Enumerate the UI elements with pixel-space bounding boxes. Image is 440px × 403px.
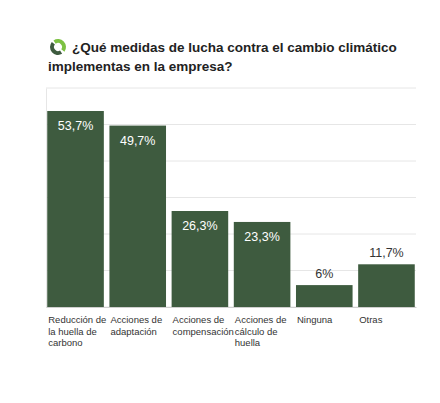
category-label: Reducción de la huella de carbono — [48, 314, 109, 348]
chart: ¿Qué medidas de lucha contra el cambio c… — [0, 0, 440, 403]
data-label: 23,3% — [244, 230, 279, 244]
title-icon — [50, 39, 66, 55]
data-label: 26,3% — [182, 219, 217, 233]
icon-part — [53, 39, 66, 52]
icon-part — [50, 42, 62, 55]
category-label: Otras — [359, 314, 382, 325]
category-label: Acciones de cálculo de huella — [235, 314, 289, 348]
x-axis-line — [47, 307, 417, 308]
title: ¿Qué medidas de lucha contra el cambio c… — [48, 40, 401, 74]
category-labels: Reducción de la huella de carbonoAccione… — [48, 314, 382, 348]
y-axis-line — [46, 89, 47, 308]
y-axis — [46, 89, 48, 308]
data-label: 11,7% — [369, 246, 404, 260]
x-axis — [47, 307, 417, 309]
data-label: 49,7% — [120, 134, 155, 148]
bars — [47, 111, 415, 307]
data-label: 53,7% — [58, 119, 93, 133]
category-label: Acciones de adaptación — [110, 314, 164, 337]
grid — [46, 88, 416, 307]
bar — [172, 211, 229, 307]
bar — [234, 222, 291, 307]
data-label: 6% — [315, 267, 333, 281]
category-label: Acciones de compensación — [173, 314, 234, 337]
bar — [358, 264, 415, 307]
bar — [296, 285, 353, 307]
data-labels: 53,7% 49,7% 26,3% 23,3% 6% 11,7% — [58, 119, 404, 281]
category-label: Ninguna — [297, 314, 333, 325]
bar — [47, 111, 104, 307]
grid-line — [46, 88, 416, 89]
background — [0, 0, 440, 403]
bar — [109, 126, 166, 307]
